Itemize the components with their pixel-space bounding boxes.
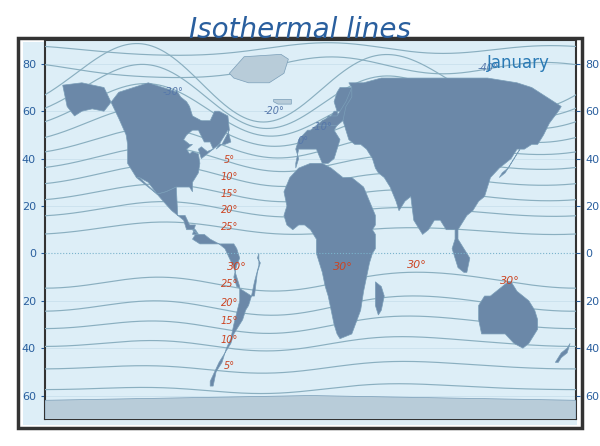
- Text: 30°: 30°: [227, 262, 247, 272]
- Text: Isothermal lines: Isothermal lines: [189, 16, 411, 44]
- Polygon shape: [556, 343, 570, 362]
- Text: -30°: -30°: [163, 87, 184, 97]
- Text: 30°: 30°: [500, 276, 520, 286]
- Text: 30°: 30°: [333, 262, 353, 272]
- Text: 20°: 20°: [221, 297, 238, 307]
- Polygon shape: [193, 230, 260, 386]
- Polygon shape: [343, 78, 561, 273]
- Text: -10°: -10°: [312, 122, 333, 132]
- Text: 5°: 5°: [224, 362, 235, 372]
- FancyBboxPatch shape: [23, 42, 577, 425]
- Polygon shape: [296, 87, 352, 168]
- Text: -20°: -20°: [263, 106, 284, 116]
- Polygon shape: [274, 99, 292, 104]
- Polygon shape: [284, 163, 376, 339]
- Text: 25°: 25°: [221, 279, 238, 289]
- Text: -40°: -40°: [477, 63, 498, 73]
- Text: January: January: [487, 54, 550, 72]
- Polygon shape: [62, 83, 231, 194]
- Text: 15°: 15°: [221, 189, 238, 198]
- Text: 25°: 25°: [221, 222, 238, 231]
- Polygon shape: [136, 178, 199, 235]
- Text: 0°: 0°: [298, 136, 308, 146]
- Polygon shape: [499, 149, 520, 178]
- Polygon shape: [376, 282, 384, 315]
- Text: 10°: 10°: [221, 172, 238, 182]
- Polygon shape: [45, 396, 576, 424]
- Polygon shape: [479, 282, 538, 348]
- Text: 15°: 15°: [221, 317, 238, 326]
- FancyBboxPatch shape: [18, 38, 582, 428]
- Polygon shape: [316, 87, 358, 125]
- Text: 20°: 20°: [221, 205, 238, 215]
- Polygon shape: [229, 54, 289, 83]
- Text: 10°: 10°: [221, 335, 238, 345]
- Text: 30°: 30°: [407, 260, 427, 269]
- Text: 5°: 5°: [224, 155, 235, 165]
